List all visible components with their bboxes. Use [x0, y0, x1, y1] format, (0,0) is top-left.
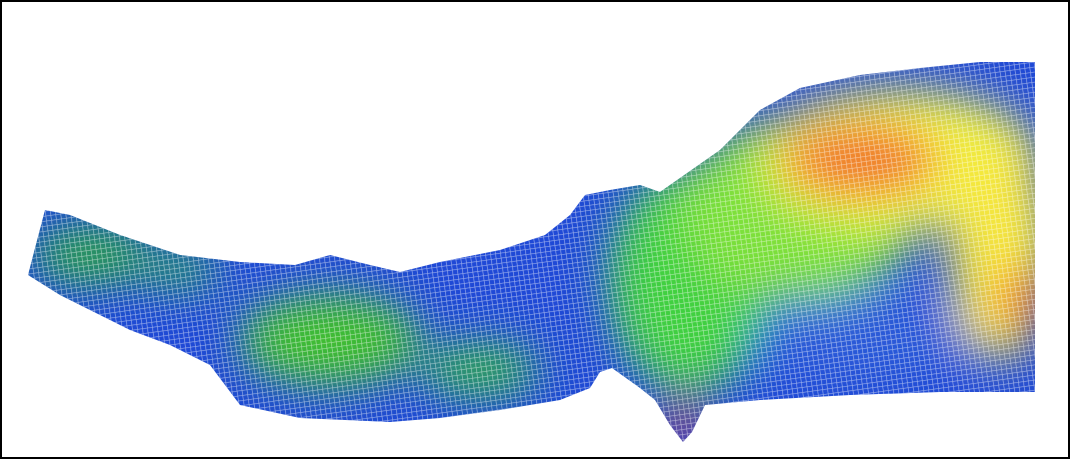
page	[0, 0, 1070, 459]
mesh-view	[0, 0, 1070, 459]
